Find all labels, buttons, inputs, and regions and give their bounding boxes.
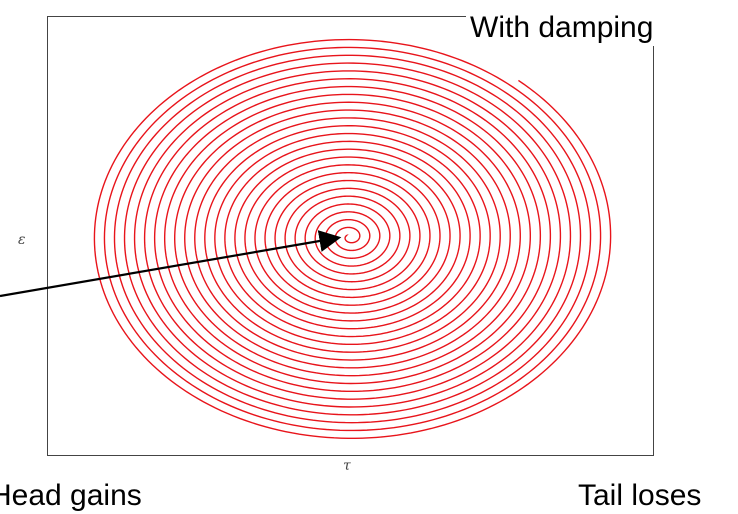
y-axis-label: ε <box>18 232 26 248</box>
x-axis-label: τ <box>343 458 351 474</box>
spiral-center-dot <box>347 234 353 240</box>
pointer-arrow <box>0 230 342 298</box>
with-damping-label: With damping <box>466 10 658 46</box>
spiral-series-line <box>93 38 612 439</box>
head-gains-label: Head gains <box>0 478 142 514</box>
tail-loses-label: Tail loses <box>578 478 702 514</box>
